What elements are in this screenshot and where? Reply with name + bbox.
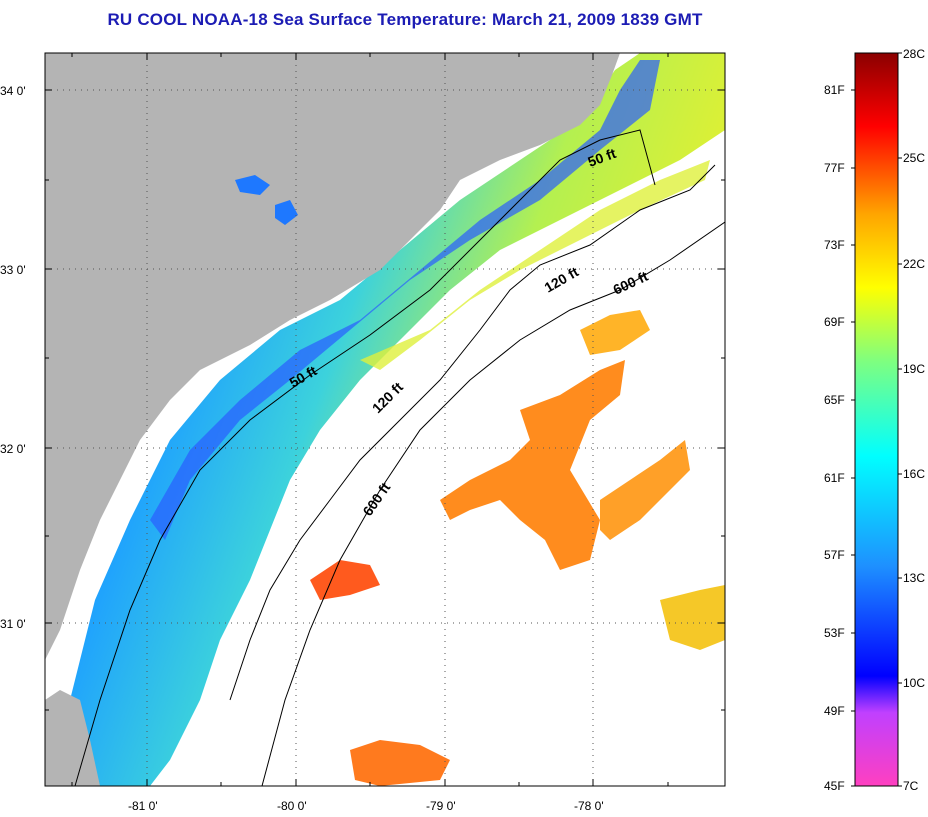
colorbar-f-label: 81F	[824, 83, 845, 97]
lon-label: -81 0'	[128, 799, 158, 813]
colorbar-gradient	[854, 52, 899, 787]
sst-gulfstream-patch	[350, 740, 450, 786]
contour-50ft	[74, 129, 656, 786]
colorbar-f-label: 69F	[824, 315, 845, 329]
graticule	[45, 53, 725, 786]
colorbar-c-label: 16C	[903, 467, 925, 481]
colorbar: 81F 77F 73F 69F 65F 61F 57F 53F 49F 45F …	[824, 47, 925, 793]
colorbar-f-label: 53F	[824, 626, 845, 640]
land-mass	[45, 53, 620, 660]
colorbar-c-label: 25C	[903, 151, 925, 165]
colorbar-c-label: 28C	[903, 47, 925, 61]
colorbar-c-label: 7C	[903, 779, 919, 793]
map-title: RU COOL NOAA-18 Sea Surface Temperature:…	[107, 10, 703, 29]
sst-gulfstream-patch	[440, 360, 625, 570]
colorbar-f-label: 61F	[824, 471, 845, 485]
colorbar-f-label: 45F	[824, 779, 845, 793]
lat-label: 33 0'	[0, 263, 26, 277]
axis-ticks	[45, 53, 725, 786]
contour-600ft	[261, 221, 725, 786]
colorbar-c-label: 13C	[903, 571, 925, 585]
lon-label: -79 0'	[426, 799, 456, 813]
sst-gulfstream-patch	[600, 440, 690, 540]
lon-label: -80 0'	[277, 799, 307, 813]
lat-label: 34 0'	[0, 84, 26, 98]
colorbar-f-label: 73F	[824, 238, 845, 252]
land-mass	[45, 690, 100, 786]
lake	[275, 200, 298, 225]
contour-120ft	[229, 164, 716, 701]
lake	[235, 175, 270, 195]
lon-label: -78 0'	[574, 799, 604, 813]
colorbar-c-label: 19C	[903, 362, 925, 376]
lat-label: 32 0'	[0, 442, 26, 456]
colorbar-c-label: 10C	[903, 676, 925, 690]
colorbar-f-label: 65F	[824, 393, 845, 407]
sst-gulfstream-patch	[580, 310, 650, 355]
colorbar-f-label: 49F	[824, 704, 845, 718]
sst-warm-shelf	[360, 160, 710, 370]
sst-gulfstream-patch	[660, 585, 725, 650]
map-area	[45, 53, 725, 786]
colorbar-c-label: 22C	[903, 257, 925, 271]
map-frame	[44, 52, 726, 787]
lat-label: 31 0'	[0, 617, 26, 631]
colorbar-f-label: 77F	[824, 161, 845, 175]
colorbar-f-label: 57F	[824, 548, 845, 562]
sst-nearshore-band	[55, 53, 725, 786]
